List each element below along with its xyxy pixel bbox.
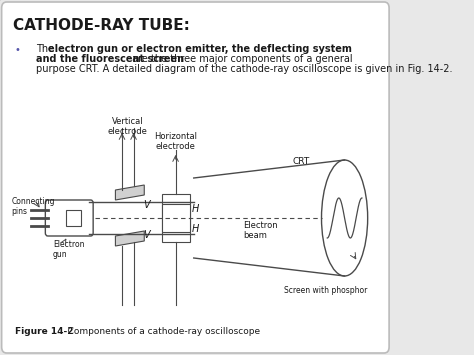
Bar (162, 204, 190, 232)
FancyBboxPatch shape (1, 2, 389, 353)
Bar (162, 194, 190, 242)
Text: Screen with phosphor: Screen with phosphor (284, 286, 368, 295)
Text: are the three major components of a general: are the three major components of a gene… (128, 54, 352, 64)
Text: Connecting
pins: Connecting pins (11, 197, 55, 217)
Polygon shape (115, 231, 144, 246)
FancyBboxPatch shape (46, 200, 93, 236)
Text: The: The (36, 44, 57, 54)
Text: electron gun or electron emitter, the deflecting system: electron gun or electron emitter, the de… (48, 44, 352, 54)
Text: Figure 14-2: Figure 14-2 (15, 327, 73, 336)
Polygon shape (115, 185, 144, 200)
Text: purpose CRT. A detailed diagram of the cathode-ray oscilloscope is given in Fig.: purpose CRT. A detailed diagram of the c… (36, 64, 453, 74)
Text: V: V (144, 200, 150, 210)
Text: CATHODE-RAY TUBE:: CATHODE-RAY TUBE: (13, 18, 190, 33)
Text: Electron
beam: Electron beam (243, 221, 278, 240)
Text: Components of a cathode-ray oscilloscope: Components of a cathode-ray oscilloscope (59, 327, 261, 336)
Text: Horizontal
electrode: Horizontal electrode (154, 132, 197, 151)
Text: V: V (144, 230, 150, 240)
Text: Electron
gun: Electron gun (53, 240, 84, 260)
Text: •: • (15, 45, 21, 55)
Text: Vertical
electrode: Vertical electrode (108, 117, 148, 136)
Text: H: H (191, 224, 199, 234)
Bar (66, 210, 81, 226)
Text: and the fluorescent screen: and the fluorescent screen (36, 54, 184, 64)
Text: H: H (191, 204, 199, 214)
Text: CRT: CRT (292, 157, 310, 166)
